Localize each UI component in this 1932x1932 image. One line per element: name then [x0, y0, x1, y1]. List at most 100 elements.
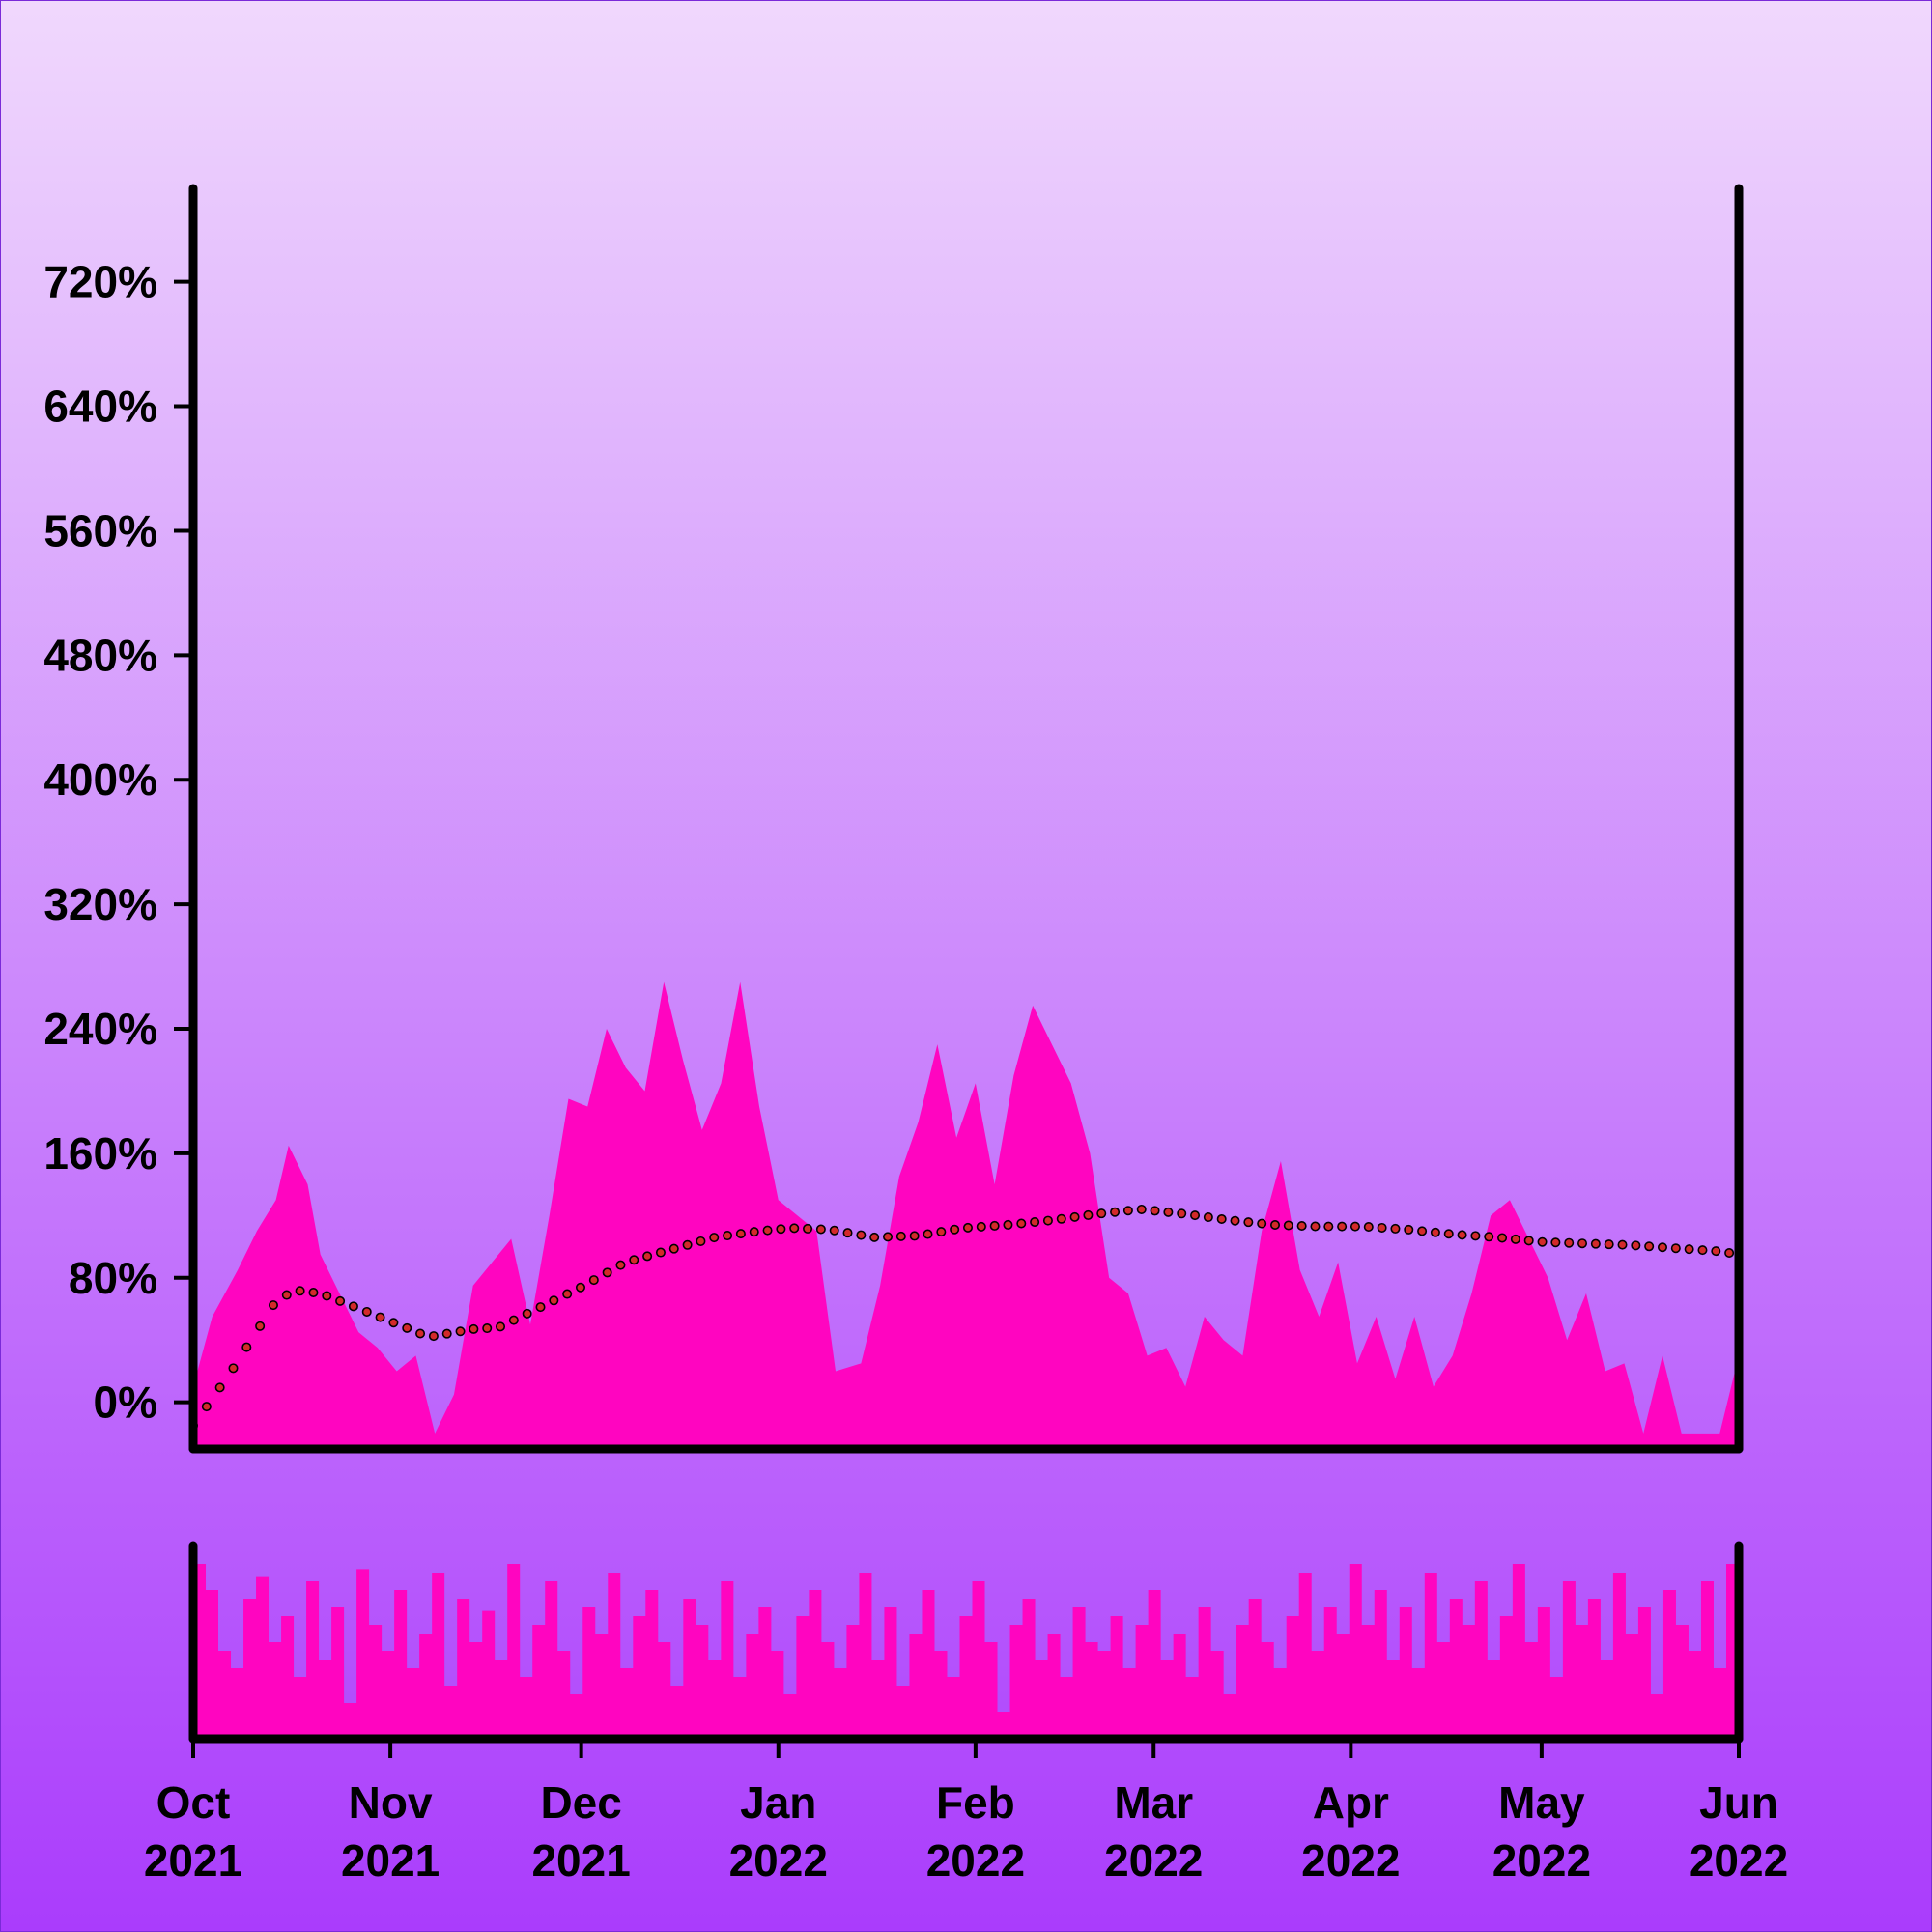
trend-dot: [1083, 1209, 1094, 1220]
x-tick-label-month: Dec: [540, 1777, 621, 1828]
y-tick-label: 720%: [43, 257, 157, 307]
y-tick-label: 560%: [43, 505, 157, 555]
x-tick-label-month: Jan: [740, 1777, 816, 1828]
trend-dot: [388, 1318, 399, 1328]
trend-dot: [1216, 1213, 1227, 1224]
x-tick-label-month: Mar: [1114, 1777, 1193, 1828]
trend-dot: [1657, 1242, 1667, 1253]
trend-dot: [348, 1301, 358, 1312]
x-tick-label-year: 2022: [1104, 1835, 1203, 1886]
trend-dot: [962, 1222, 973, 1233]
trend-dot: [322, 1291, 332, 1301]
y-tick-label: 80%: [69, 1253, 157, 1303]
trend-dot: [895, 1231, 906, 1241]
y-tick-label: 320%: [43, 879, 157, 929]
trend-dot: [629, 1255, 639, 1265]
main-area-path: [193, 981, 1739, 1449]
trend-dot: [1177, 1208, 1187, 1219]
trend-dot: [1604, 1239, 1614, 1250]
navigator-area-path: [193, 1564, 1739, 1739]
trend-dot: [402, 1322, 412, 1333]
trend-dot: [1163, 1207, 1174, 1217]
y-tick-label: 640%: [43, 382, 157, 432]
axes: [188, 184, 1744, 1744]
trend-dot: [308, 1288, 319, 1298]
y-tick-label: 160%: [43, 1128, 157, 1179]
trend-dot: [723, 1231, 733, 1241]
trend-dot: [1443, 1229, 1454, 1239]
trend-dot: [869, 1232, 880, 1242]
trend-dot: [1230, 1215, 1240, 1226]
trend-dot: [508, 1315, 519, 1325]
y-axis-ticks: 0% 80% 160% 240% 320% 400% 480% 560% 640% 720%: [43, 257, 193, 1428]
trend-dot: [1631, 1240, 1641, 1251]
trend-dot: [1042, 1215, 1053, 1226]
trend-dot: [1697, 1245, 1708, 1256]
trend-dot: [1711, 1246, 1721, 1257]
trend-dot: [655, 1247, 666, 1258]
trend-dot: [482, 1323, 493, 1334]
trend-dot: [1497, 1233, 1508, 1243]
x-tick-label-year: 2022: [926, 1835, 1025, 1886]
trend-dot: [856, 1230, 867, 1240]
trend-dot: [522, 1308, 532, 1319]
trend-dot: [1484, 1232, 1494, 1242]
trend-dot: [1363, 1221, 1374, 1232]
x-tick-label-year: 2022: [729, 1835, 828, 1886]
trend-dot: [1724, 1248, 1735, 1259]
x-tick-label-month: Nov: [349, 1777, 433, 1828]
trend-dot: [441, 1328, 452, 1339]
trend-dot: [1550, 1237, 1561, 1248]
trend-dot: [696, 1236, 706, 1246]
trend-dot: [1069, 1211, 1080, 1222]
trend-dot: [909, 1231, 920, 1241]
trend-dot: [1510, 1234, 1520, 1244]
x-tick-label-month: May: [1498, 1777, 1585, 1828]
trend-dot: [1590, 1238, 1601, 1249]
trend-dot: [1190, 1210, 1201, 1221]
trend-dot: [642, 1251, 653, 1262]
trend-dot: [295, 1286, 305, 1296]
trend-dot: [1417, 1226, 1428, 1236]
trend-dot: [228, 1363, 239, 1374]
trend-dot: [1122, 1206, 1133, 1216]
trend-dot: [1110, 1207, 1121, 1217]
trend-dot: [1150, 1206, 1160, 1216]
x-tick-label-month: Feb: [936, 1777, 1015, 1828]
trend-dot: [455, 1326, 466, 1337]
trend-dot: [936, 1227, 947, 1237]
trend-dot: [214, 1382, 225, 1393]
y-tick-label: 0%: [94, 1378, 157, 1428]
trend-dot: [762, 1225, 773, 1236]
trend-dot: [989, 1220, 1000, 1231]
trend-dot: [709, 1233, 720, 1243]
trend-dot: [789, 1223, 800, 1234]
x-axis-ticks: Oct 2021 Nov 2021 Dec 2021 Jan 2022 Feb 2022 Mar 20…: [144, 1739, 1788, 1886]
trend-dot: [1404, 1224, 1414, 1235]
x-tick-label-year: 2022: [1690, 1835, 1788, 1886]
trend-dot: [803, 1223, 813, 1234]
trend-dot: [1350, 1221, 1360, 1232]
trend-dot: [1243, 1217, 1254, 1228]
trend-dot: [883, 1232, 894, 1242]
trend-dot: [255, 1321, 266, 1331]
trend-dot: [562, 1289, 573, 1299]
trend-dot: [815, 1224, 826, 1235]
trend-dot: [749, 1227, 759, 1237]
trend-dot: [1030, 1217, 1040, 1228]
x-tick-label-year: 2021: [531, 1835, 630, 1886]
trend-dot: [535, 1302, 546, 1313]
trend-dot: [1016, 1218, 1027, 1229]
trend-dot: [335, 1295, 346, 1306]
navigator-area-series: [193, 1564, 1739, 1739]
trend-dot: [1523, 1236, 1534, 1246]
trend-dot: [1537, 1236, 1548, 1247]
trend-dot: [1337, 1221, 1348, 1232]
trend-dot: [1323, 1221, 1334, 1232]
trend-dot: [602, 1267, 612, 1278]
trend-dot: [588, 1275, 599, 1286]
x-tick-label-year: 2022: [1301, 1835, 1400, 1886]
main-area-series: [193, 981, 1739, 1449]
trend-dot: [1670, 1243, 1681, 1254]
